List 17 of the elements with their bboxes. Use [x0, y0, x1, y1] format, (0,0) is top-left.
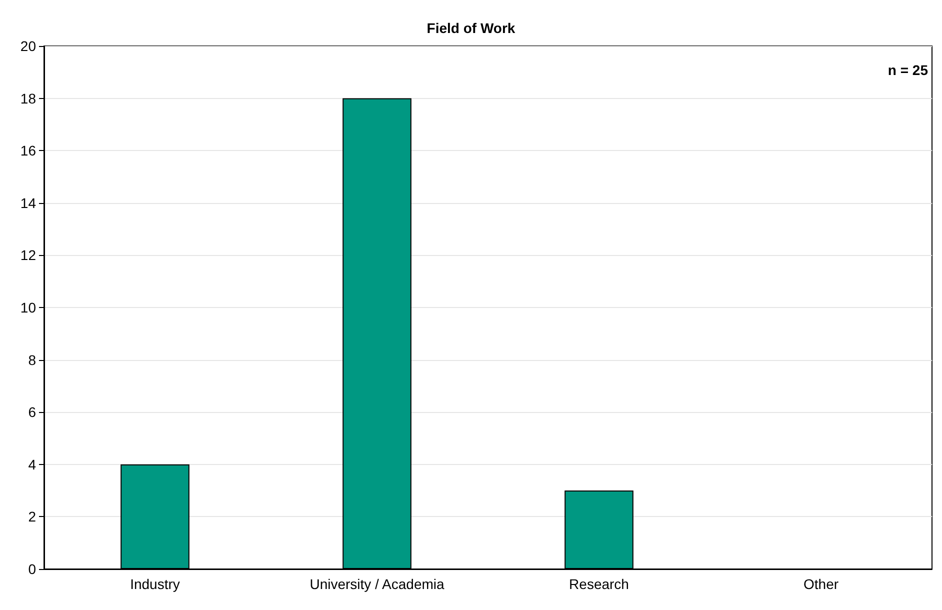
y-tick-label: 10	[20, 300, 36, 316]
y-tick-label: 4	[28, 456, 36, 472]
annotation: n = 25	[888, 62, 928, 78]
x-tick-label: Other	[803, 576, 839, 592]
y-tick-label: 2	[28, 508, 36, 525]
y-tick-label: 12	[20, 247, 36, 264]
y-tick-label: 6	[28, 404, 36, 420]
chart-title: Field of Work	[426, 20, 516, 36]
y-tick-label: 20	[20, 38, 36, 54]
y-tick-label: 0	[28, 561, 36, 577]
x-tick-label: University / Academia	[310, 576, 445, 592]
y-tick-label: 16	[20, 142, 36, 159]
x-tick-label: Research	[569, 576, 629, 592]
y-tick-label: 8	[28, 352, 36, 368]
x-tick-label: Industry	[130, 576, 180, 592]
y-tick-label: 18	[20, 90, 36, 106]
y-tick-label: 14	[20, 194, 36, 211]
